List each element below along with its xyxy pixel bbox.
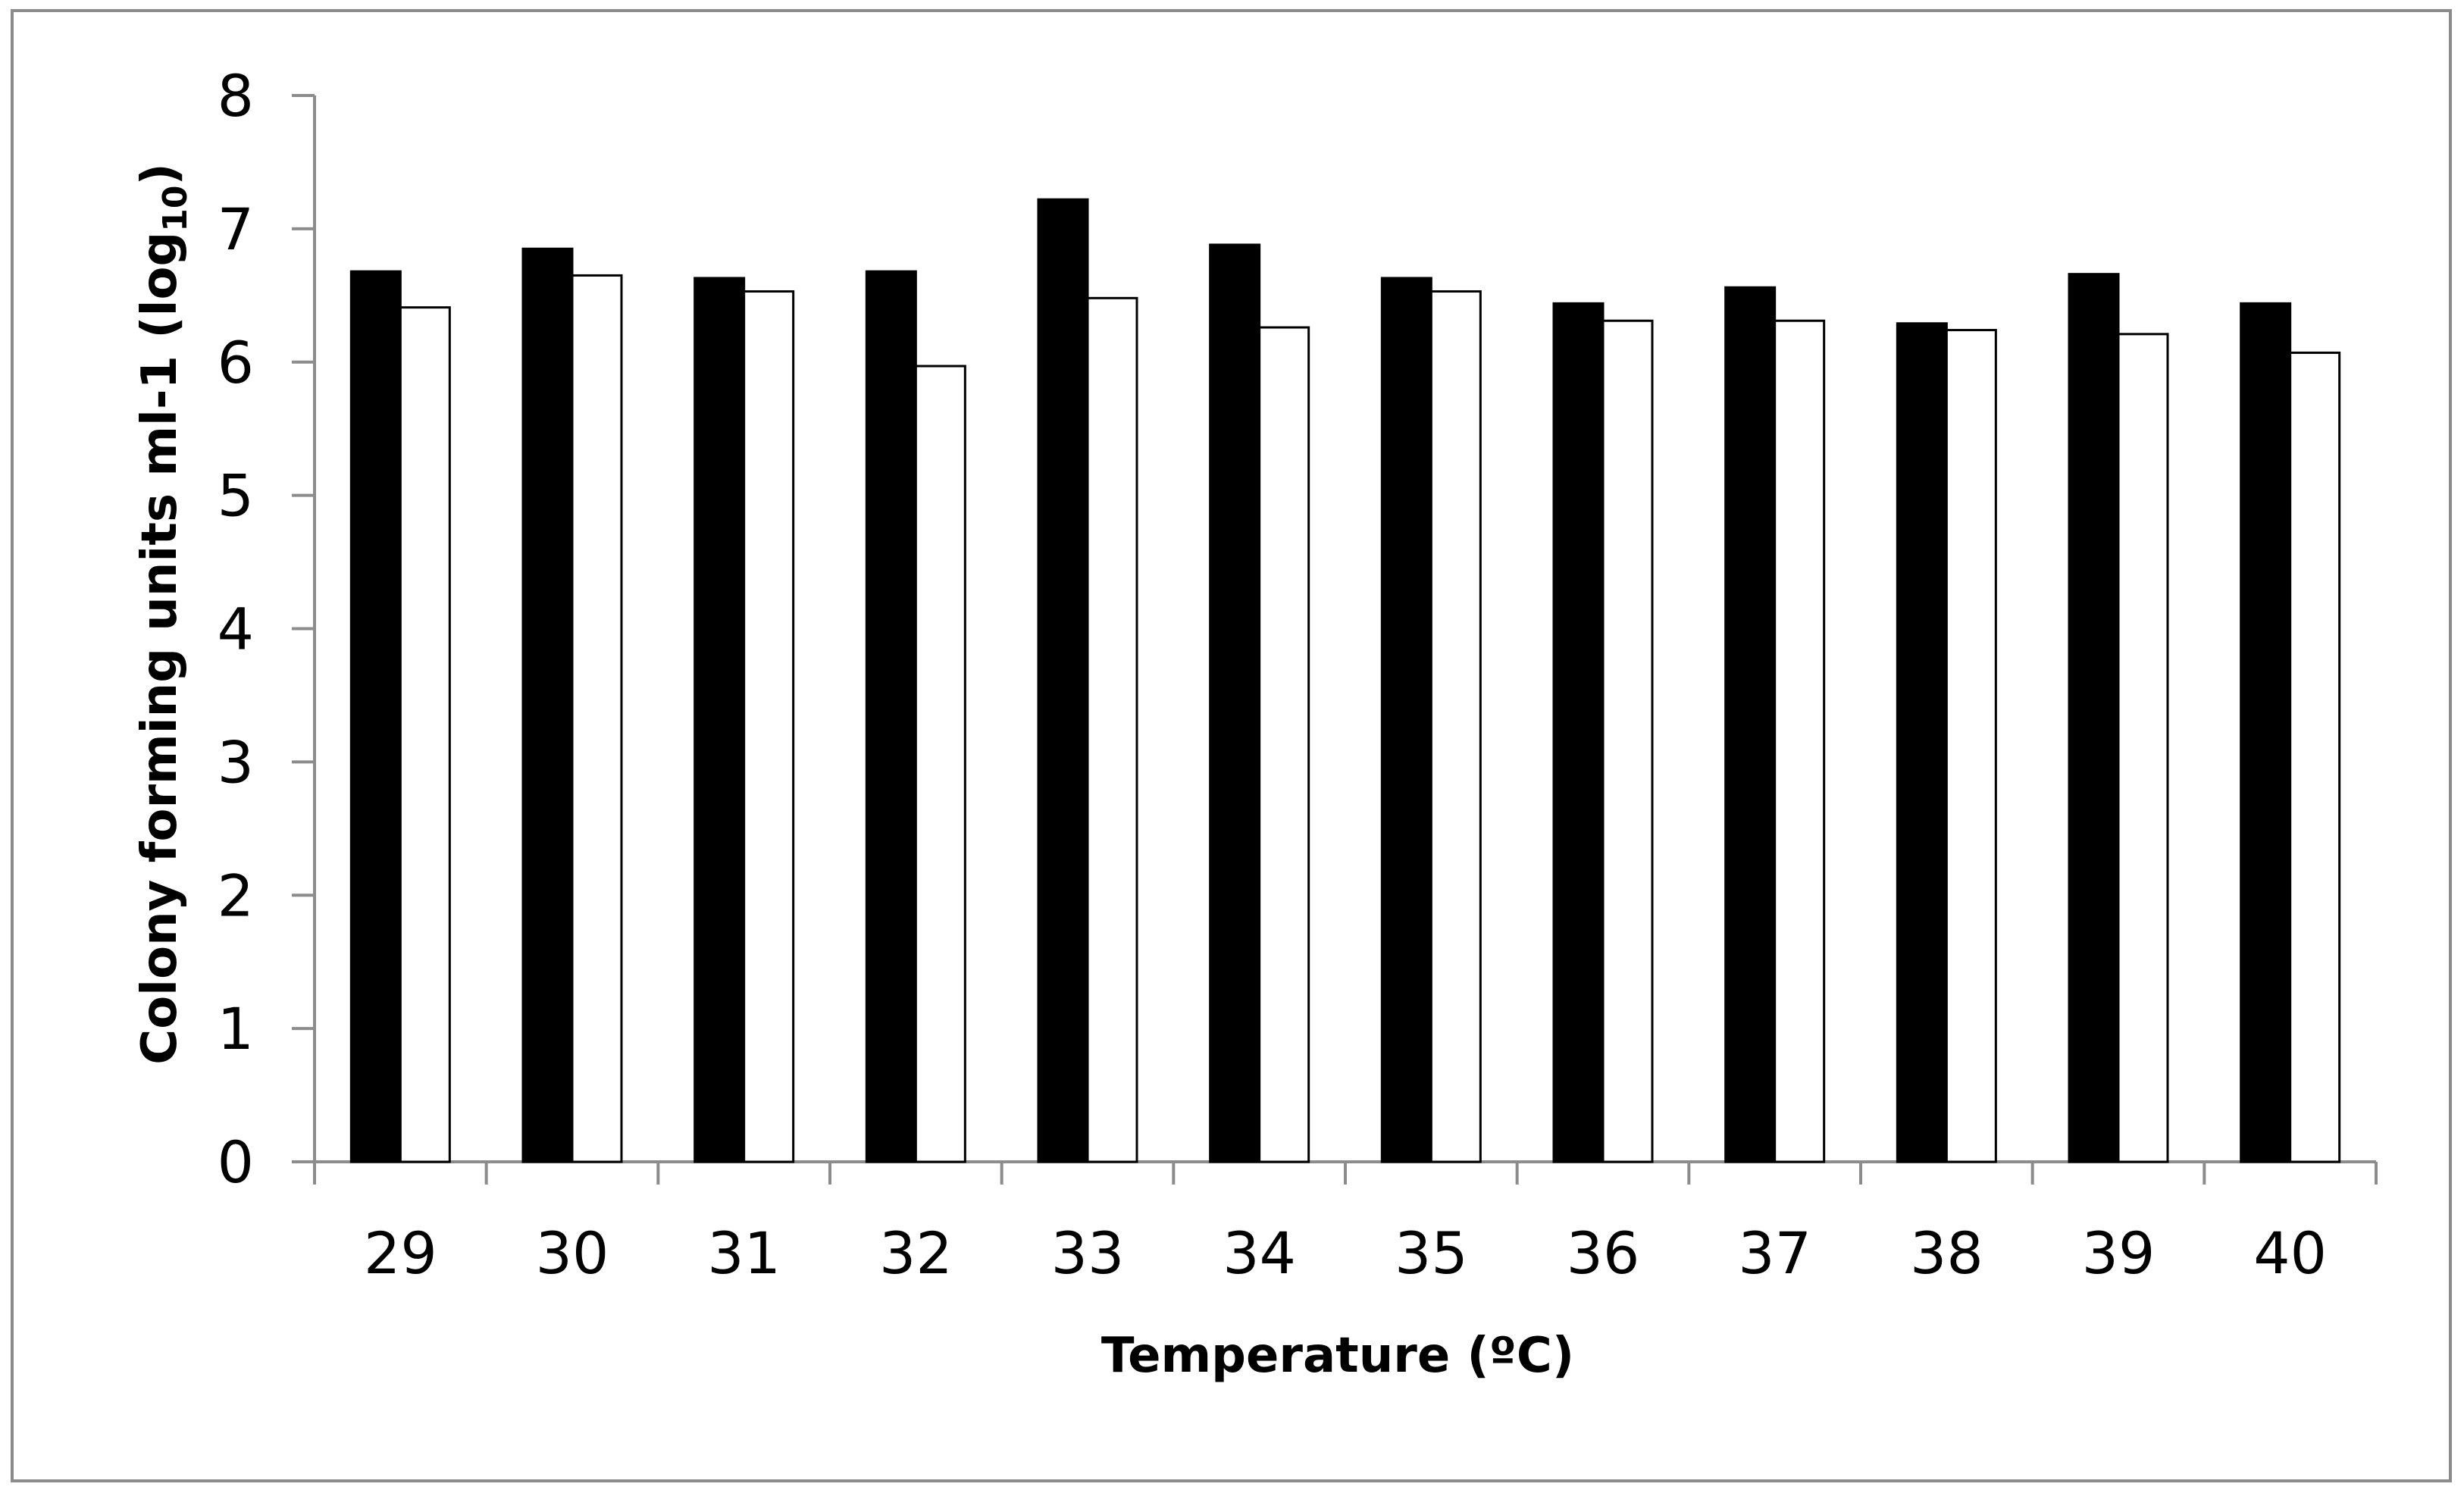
bar-series-2 [1429,290,1482,1163]
x-tick-label: 31 [707,1219,781,1287]
bar-series-1 [1552,302,1605,1163]
y-tick-label: 7 [218,196,254,263]
bar-series-1 [865,270,917,1163]
bar-series-2 [1945,329,1997,1163]
bar-series-1 [521,247,574,1163]
bar-series-1 [1037,198,1089,1163]
bar-series-2 [2289,351,2341,1163]
y-axis-title: Colony forming units ml-1 (log10) [132,163,195,1065]
x-axis-title: Temperature (ºC) [1101,1328,1574,1384]
bar-series-1 [1380,277,1432,1163]
bar-series-2 [1086,296,1138,1163]
x-tick-label: 35 [1395,1219,1468,1287]
bar-series-2 [2117,333,2169,1163]
y-axis-title-close: ) [132,163,188,185]
x-tick-label: 36 [1567,1219,1640,1287]
y-tick-label: 8 [218,62,254,130]
bar-series-2 [743,290,795,1163]
y-tick-label: 3 [218,728,254,796]
bar-series-1 [1896,322,1948,1163]
x-tick-label: 38 [1910,1219,1983,1287]
bar-series-1 [349,270,402,1163]
x-tick-label: 37 [1738,1219,1811,1287]
bar-series-1 [693,277,746,1163]
y-axis-title-subscript: 10 [156,185,195,231]
x-tick-label: 34 [1223,1219,1296,1287]
bar-series-2 [914,365,966,1163]
bar-series-1 [2068,273,2120,1163]
bar-series-2 [571,274,623,1163]
x-tick-label: 39 [2082,1219,2156,1287]
bar-series-1 [1209,243,1261,1163]
y-tick-label: 6 [218,329,254,396]
bar-series-2 [1258,326,1310,1163]
x-tick-label: 32 [879,1219,953,1287]
x-tick-label: 30 [536,1219,609,1287]
y-tick-label: 4 [218,596,254,663]
x-tick-label: 29 [364,1219,437,1287]
y-tick-label: 5 [218,462,254,530]
bar-series-1 [2240,302,2292,1163]
y-tick-label: 2 [218,862,254,929]
y-tick-label: 0 [218,1128,254,1196]
bar-series-2 [1601,319,1654,1163]
x-tick-label: 40 [2253,1219,2327,1287]
bar-series-2 [1774,319,1826,1163]
bar-series-2 [399,306,451,1163]
y-tick-label: 1 [218,995,254,1063]
x-tick-label: 33 [1051,1219,1125,1287]
y-axis-title-main: Colony forming units ml-1 (log [132,232,188,1065]
bar-series-1 [1724,286,1777,1163]
